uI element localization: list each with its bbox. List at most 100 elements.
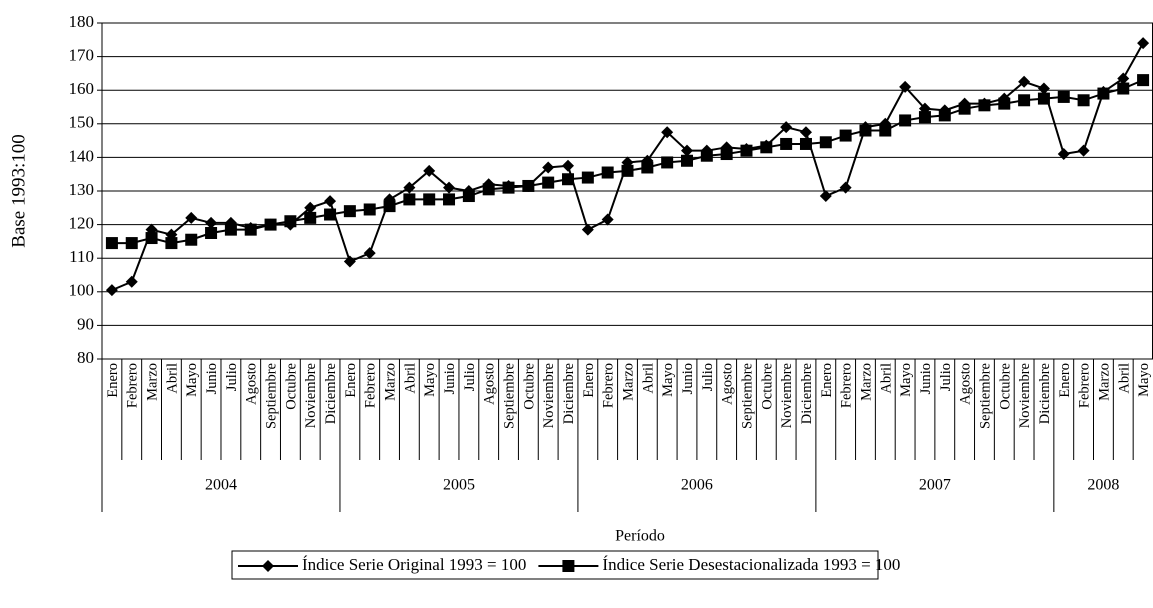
x-tick-label: Noviembre bbox=[541, 363, 557, 428]
x-axis-title: Período bbox=[615, 528, 665, 545]
data-point bbox=[1117, 72, 1130, 85]
data-point bbox=[165, 237, 178, 250]
y-tick-label: 130 bbox=[69, 180, 95, 199]
data-point bbox=[443, 181, 456, 194]
x-tick-label: Febrero bbox=[125, 363, 141, 408]
y-tick-label: 90 bbox=[77, 314, 94, 333]
data-point bbox=[1137, 37, 1150, 50]
data-point bbox=[1037, 82, 1050, 95]
y-tick-label: 120 bbox=[69, 214, 95, 233]
x-tick-label: Agosto bbox=[958, 363, 974, 405]
x-tick-label: Febrero bbox=[1077, 363, 1093, 408]
data-point bbox=[780, 137, 793, 150]
x-tick-label: Marzo bbox=[383, 363, 399, 401]
x-tick-label: Noviembre bbox=[303, 363, 319, 428]
data-point bbox=[998, 97, 1011, 110]
data-point bbox=[244, 223, 257, 236]
data-point bbox=[145, 232, 158, 245]
x-tick-label: Mayo bbox=[184, 363, 200, 397]
data-point bbox=[621, 164, 634, 177]
data-point bbox=[819, 136, 832, 149]
x-tick-label: Mayo bbox=[422, 363, 438, 397]
data-point bbox=[542, 161, 555, 174]
x-tick-label: Junio bbox=[442, 363, 458, 394]
data-point bbox=[125, 275, 138, 288]
x-tick-label: Abril bbox=[402, 363, 418, 394]
x-tick-label: Mayo bbox=[1136, 363, 1152, 397]
x-tick-label: Abril bbox=[640, 363, 656, 394]
group-label: 2008 bbox=[1087, 477, 1119, 494]
x-tick-label: Septiembre bbox=[502, 363, 518, 429]
x-tick-label: Julio bbox=[224, 363, 240, 391]
x-tick-label: Julio bbox=[462, 363, 478, 391]
data-point bbox=[383, 200, 396, 213]
data-point bbox=[680, 154, 693, 167]
data-point bbox=[780, 121, 793, 134]
data-point bbox=[205, 227, 218, 239]
x-tick-label: Abril bbox=[1116, 363, 1132, 394]
x-tick-label: Octubre bbox=[997, 363, 1013, 410]
x-tick-label: Mayo bbox=[660, 363, 676, 397]
x-tick-label: Mayo bbox=[898, 363, 914, 397]
data-point bbox=[105, 237, 118, 250]
y-tick-label: 110 bbox=[69, 247, 94, 266]
x-tick-label: Marzo bbox=[621, 363, 637, 401]
data-point bbox=[879, 124, 892, 137]
data-point bbox=[1097, 87, 1110, 100]
data-point bbox=[185, 233, 198, 246]
data-point bbox=[423, 164, 436, 177]
data-point bbox=[760, 141, 773, 154]
y-tick-label: 100 bbox=[69, 281, 95, 300]
x-tick-label: Julio bbox=[700, 363, 716, 391]
x-tick-label: Junio bbox=[204, 363, 220, 394]
x-tick-label: Diciembre bbox=[323, 363, 339, 424]
x-tick-label: Marzo bbox=[1096, 363, 1112, 401]
legend-label: Índice Serie Desestacionalizada 1993 = 1… bbox=[602, 555, 900, 574]
data-point bbox=[958, 102, 971, 115]
data-point bbox=[324, 195, 337, 208]
x-tick-label: Febrero bbox=[363, 363, 379, 408]
x-tick-label: Abril bbox=[878, 363, 894, 394]
x-tick-label: Abril bbox=[164, 363, 180, 394]
group-label: 2007 bbox=[919, 477, 951, 494]
data-point bbox=[859, 124, 872, 137]
y-tick-label: 170 bbox=[69, 46, 95, 65]
data-point bbox=[1117, 82, 1130, 95]
data-point bbox=[224, 223, 237, 236]
x-tick-label: Noviembre bbox=[1017, 363, 1033, 428]
data-point bbox=[304, 201, 317, 214]
data-point bbox=[899, 80, 912, 93]
x-tick-label: Noviembre bbox=[779, 363, 795, 428]
x-tick-label: Septiembre bbox=[977, 363, 993, 429]
data-point bbox=[1077, 144, 1090, 157]
x-tick-label: Agosto bbox=[482, 363, 498, 405]
data-point bbox=[680, 144, 693, 157]
data-point bbox=[581, 223, 594, 236]
data-point bbox=[1018, 75, 1031, 88]
data-point bbox=[443, 193, 456, 206]
data-point bbox=[1037, 92, 1050, 105]
data-point bbox=[978, 99, 991, 112]
data-point bbox=[502, 181, 515, 194]
data-point bbox=[641, 161, 654, 174]
data-point bbox=[918, 111, 931, 124]
x-tick-label: Enero bbox=[581, 363, 597, 398]
data-point bbox=[740, 144, 753, 157]
data-point bbox=[423, 193, 436, 206]
data-point bbox=[700, 149, 713, 162]
x-tick-label: Enero bbox=[1057, 363, 1073, 398]
x-tick-label: Agosto bbox=[720, 363, 736, 405]
x-tick-label: Diciembre bbox=[1037, 363, 1053, 424]
data-point bbox=[462, 190, 475, 203]
data-point bbox=[1018, 94, 1031, 107]
y-tick-label: 180 bbox=[69, 12, 95, 31]
y-tick-label: 150 bbox=[69, 113, 95, 132]
data-point bbox=[819, 190, 832, 203]
x-tick-label: Junio bbox=[680, 363, 696, 394]
data-point bbox=[839, 181, 852, 194]
legend-marker bbox=[562, 560, 575, 572]
data-point bbox=[839, 129, 852, 142]
data-point bbox=[799, 126, 812, 139]
data-point bbox=[363, 203, 376, 216]
